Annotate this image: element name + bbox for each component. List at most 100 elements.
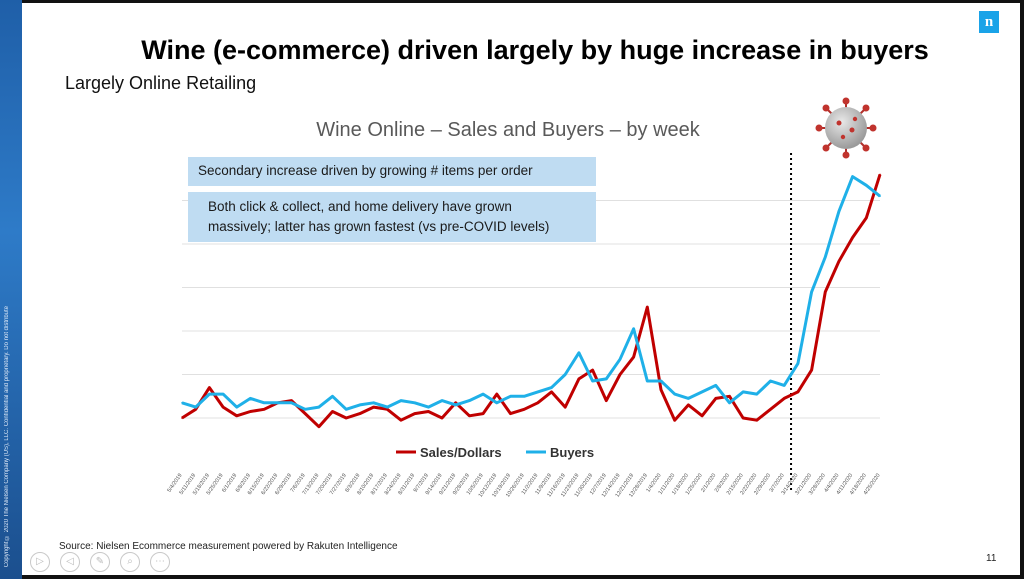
- data-point: [824, 291, 827, 293]
- data-point: [372, 401, 375, 404]
- data-point: [427, 406, 430, 408]
- data-point: [181, 401, 183, 404]
- data-point: [865, 217, 868, 219]
- data-point: [249, 397, 252, 400]
- data-point: [194, 408, 197, 411]
- data-point: [714, 397, 717, 400]
- data-point: [523, 395, 525, 398]
- callout-delivery: Both click & collect, and home delivery …: [188, 192, 596, 242]
- data-point: [632, 356, 635, 358]
- data-point: [235, 406, 238, 408]
- data-point: [673, 419, 676, 421]
- data-point: [619, 373, 621, 376]
- data-point: [810, 369, 813, 371]
- data-point: [482, 393, 484, 395]
- data-point: [263, 408, 265, 411]
- data-point: [345, 408, 348, 411]
- data-point: [495, 393, 498, 395]
- data-point: [591, 369, 594, 371]
- data-point: [742, 417, 744, 419]
- data-point: [646, 380, 649, 382]
- data-point: [235, 415, 238, 417]
- play-icon[interactable]: ▷: [30, 552, 50, 572]
- data-point: [673, 393, 676, 395]
- data-point: [468, 415, 471, 417]
- data-point: [208, 393, 211, 395]
- data-point: [386, 406, 389, 408]
- data-point: [851, 175, 854, 178]
- data-point: [249, 410, 252, 413]
- data-point: [660, 388, 662, 391]
- data-point: [427, 410, 430, 413]
- data-point: [208, 386, 211, 389]
- data-point: [345, 417, 348, 419]
- data-point: [701, 415, 703, 417]
- data-point: [619, 358, 621, 361]
- data-point: [660, 380, 662, 382]
- data-point: [318, 425, 320, 428]
- data-point: [290, 401, 293, 404]
- zoom-icon[interactable]: ⌕: [120, 552, 140, 572]
- data-point: [838, 260, 840, 263]
- pen-icon[interactable]: ✎: [90, 552, 110, 572]
- data-point: [756, 393, 758, 395]
- slide: n Wine (e-commerce) driven largely by hu…: [22, 3, 1020, 575]
- data-point: [331, 395, 334, 398]
- data-point: [359, 412, 361, 415]
- data-point: [359, 404, 361, 406]
- data-point: [509, 395, 512, 398]
- page-number: 11: [986, 553, 997, 564]
- data-point: [181, 417, 183, 419]
- data-point: [632, 328, 635, 330]
- data-point: [578, 351, 580, 354]
- data-point: [687, 397, 690, 400]
- data-point: [742, 391, 744, 393]
- copyright-sidebar: Copyright © 2020 The Nielsen Company (US…: [0, 0, 22, 579]
- chart-title: Wine Online – Sales and Buyers – by week: [316, 119, 700, 141]
- data-point: [194, 406, 197, 408]
- data-point: [537, 391, 539, 393]
- data-point: [441, 399, 443, 402]
- source-note: Source: Nielsen Ecommerce measurement po…: [59, 541, 398, 552]
- data-point: [413, 412, 416, 415]
- data-point: [400, 419, 402, 421]
- legend-label: Buyers: [550, 445, 594, 460]
- series-line-buyers: [181, 175, 881, 411]
- data-point: [482, 412, 484, 415]
- data-point: [865, 184, 868, 187]
- data-point: [318, 406, 320, 408]
- data-point: [769, 380, 772, 382]
- data-point: [263, 401, 265, 404]
- line-chart: 5/4/20195/11/20195/18/20195/25/20196/1/2…: [166, 153, 882, 499]
- nielsen-logo: n: [979, 11, 999, 33]
- data-point: [331, 410, 334, 413]
- data-point: [290, 399, 293, 402]
- data-point: [605, 378, 608, 380]
- data-point: [441, 417, 443, 419]
- data-point: [838, 210, 840, 213]
- data-point: [222, 406, 224, 408]
- back-icon[interactable]: ◁: [60, 552, 80, 572]
- data-point: [413, 401, 416, 404]
- data-point: [468, 399, 471, 402]
- data-point: [400, 399, 402, 402]
- data-point: [550, 386, 553, 389]
- data-point: [714, 384, 717, 387]
- data-point: [728, 395, 731, 398]
- callout-text-line1: Both click & collect, and home delivery …: [208, 199, 512, 214]
- data-point: [578, 378, 580, 380]
- coronavirus-icon: [815, 97, 877, 159]
- data-point: [797, 391, 799, 393]
- callout-items-per-order: Secondary increase driven by growing # i…: [188, 157, 596, 186]
- data-point: [701, 391, 703, 393]
- data-point: [879, 173, 881, 176]
- data-point: [386, 408, 389, 411]
- callout-text: Secondary increase driven by growing # i…: [198, 163, 533, 178]
- more-icon[interactable]: ⋯: [150, 552, 170, 572]
- data-point: [550, 391, 553, 393]
- data-point: [222, 393, 224, 395]
- copyright-text: Copyright © 2020 The Nielsen Company (US…: [4, 305, 10, 567]
- data-point: [304, 412, 306, 415]
- slideshow-toolbar: ▷ ◁ ✎ ⌕ ⋯: [22, 548, 182, 576]
- data-point: [304, 408, 306, 411]
